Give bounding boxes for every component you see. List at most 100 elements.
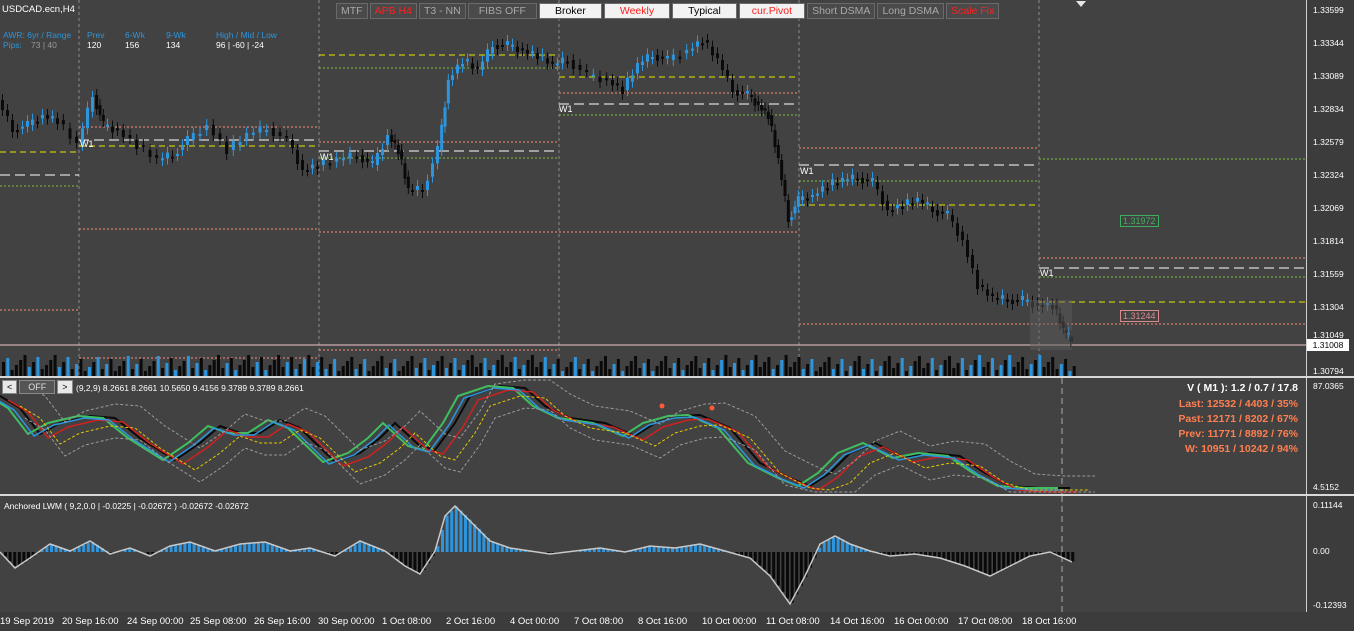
- volume-bar: [892, 368, 896, 376]
- histogram-bar: [146, 552, 150, 555]
- six-week-label: 6-Wk: [125, 30, 145, 40]
- histogram-bar: [280, 547, 283, 552]
- pane-separator[interactable]: [0, 376, 1354, 378]
- histogram-bar: [234, 545, 237, 552]
- volume-bar: [926, 363, 930, 376]
- fibs-off-button[interactable]: FIBS OFF: [467, 3, 537, 19]
- short-dsma-button[interactable]: Short DSMA: [807, 3, 876, 19]
- price-tick: 1.31049: [1313, 330, 1344, 340]
- volume-bar: [917, 356, 921, 376]
- volume-bar: [161, 368, 165, 376]
- candle-body: [245, 133, 249, 140]
- candle-body: [936, 210, 939, 216]
- candle-body: [921, 200, 924, 204]
- volume-bar: [221, 368, 225, 376]
- volume-bar: [453, 358, 457, 376]
- histogram-bar: [441, 530, 444, 552]
- lwm-title: Anchored LWM ( 9,2,0.0 | -0.0225 | -0.02…: [4, 501, 249, 511]
- cur-pivot-button[interactable]: cur.Pivot: [738, 3, 806, 19]
- long-dsma-button[interactable]: Long DSMA: [877, 3, 945, 19]
- volume-bar: [720, 360, 724, 376]
- volume-bar: [255, 362, 259, 376]
- w1-label: W1: [559, 104, 573, 114]
- histogram-bar: [629, 550, 633, 552]
- volume-bar: [900, 358, 904, 376]
- symbol-label: USDCAD.ecn,H4: [2, 4, 75, 15]
- candle-body: [496, 45, 499, 49]
- volume-bar: [737, 358, 741, 376]
- indicator-toolbar: MTF APB H4 T3 - NN FIBS OFF Broker Weekl…: [336, 3, 1001, 19]
- candle-body: [341, 158, 345, 161]
- histogram-bar: [247, 543, 251, 552]
- t3-nn-button[interactable]: T3 - NN: [418, 3, 466, 19]
- histogram-bar: [252, 543, 256, 552]
- lwm-pane[interactable]: Anchored LWM ( 9,2,0.0 | -0.0225 | -0.02…: [0, 496, 1306, 612]
- oscillator-chart: [0, 378, 1095, 494]
- volume-bar: [457, 370, 461, 376]
- histogram-bar: [349, 547, 352, 552]
- volume-bar: [819, 367, 822, 376]
- histogram-bar: [694, 544, 697, 552]
- volume-bar: [298, 364, 302, 376]
- candle-body: [446, 80, 450, 104]
- price-axis[interactable]: 1.33599 1.33344 1.33089 1.32834 1.32579 …: [1306, 0, 1354, 376]
- time-axis[interactable]: 19 Sep 2019 20 Sep 16:00 24 Sep 00:00 25…: [0, 612, 1306, 631]
- volume-bar: [449, 363, 453, 376]
- candle-body: [796, 196, 800, 207]
- volume-bar: [702, 363, 706, 376]
- volume-bar: [195, 363, 199, 376]
- histogram-bar: [344, 550, 348, 552]
- candle-body: [486, 49, 489, 62]
- histogram-bar: [546, 552, 550, 554]
- histogram-bar: [477, 528, 481, 552]
- histogram-bar: [395, 552, 398, 559]
- candle-body: [265, 130, 269, 132]
- volume-bar: [935, 370, 939, 376]
- candlestick-chart[interactable]: [0, 0, 1306, 376]
- candle-body: [491, 47, 494, 54]
- histogram-bar: [960, 552, 964, 565]
- histogram-bar: [896, 552, 900, 556]
- candle-body: [406, 176, 410, 188]
- volume-bar: [659, 361, 663, 376]
- chart-shift-arrow-icon[interactable]: [1076, 1, 1086, 7]
- histogram-bar: [459, 510, 463, 552]
- histogram-bar: [362, 542, 366, 552]
- pane-separator[interactable]: [0, 494, 1354, 496]
- volume-bar: [135, 364, 139, 376]
- mtf-button[interactable]: MTF: [336, 3, 368, 19]
- apb-h4-button[interactable]: APB H4: [369, 3, 417, 19]
- typical-button[interactable]: Typical: [672, 3, 737, 19]
- volume-bar: [913, 361, 917, 376]
- broker-button[interactable]: Broker: [538, 3, 602, 19]
- candle-body: [826, 188, 829, 191]
- high-mid-low-label: High / Mid / Low: [216, 30, 277, 40]
- price-tick: 1.32579: [1313, 137, 1344, 147]
- prev-button[interactable]: <: [2, 380, 18, 394]
- histogram-bar: [735, 552, 739, 554]
- histogram-bar: [353, 544, 357, 552]
- volume-bar: [229, 358, 233, 376]
- candle-body: [770, 115, 774, 126]
- oscillator-pane[interactable]: < OFF > (9,2,9) 8.2661 8.2661 10.5650 9.…: [0, 378, 1306, 494]
- histogram-bar: [238, 544, 242, 552]
- histogram-bar: [901, 552, 904, 556]
- candle-body: [896, 204, 899, 209]
- histogram-bar: [767, 552, 771, 574]
- volume-bar: [1072, 366, 1076, 376]
- volume-bar: [939, 365, 943, 376]
- candle-body: [750, 95, 754, 97]
- volume-bar: [208, 365, 212, 376]
- volume-bar: [793, 362, 797, 376]
- volume-bar: [978, 355, 982, 376]
- volume-bar: [260, 357, 263, 376]
- histogram-bar: [1039, 552, 1042, 555]
- next-button[interactable]: >: [57, 380, 73, 394]
- price-chart-pane[interactable]: USDCAD.ecn,H4 AWR: 6yr / Range Pips: 73 …: [0, 0, 1306, 376]
- weekly-button[interactable]: Weekly: [603, 3, 671, 19]
- off-button[interactable]: OFF: [19, 380, 56, 394]
- volume-bar: [728, 367, 732, 376]
- histogram-bar: [836, 536, 840, 552]
- scale-fix-button[interactable]: Scale Fix: [946, 3, 1000, 19]
- histogram-bar: [270, 544, 274, 552]
